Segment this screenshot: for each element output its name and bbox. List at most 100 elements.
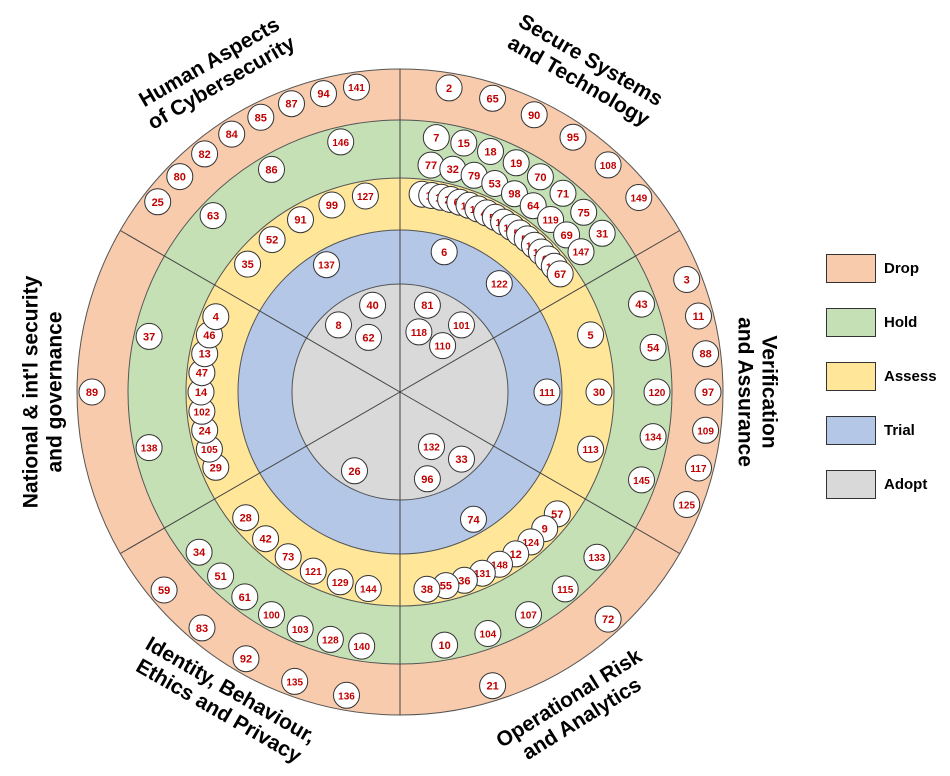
radar-item-label: 75 (578, 207, 590, 219)
legend-swatch-hold (826, 308, 876, 337)
radar-item-marker (526, 163, 554, 191)
sector-divider (120, 230, 401, 393)
radar-item-marker (144, 188, 172, 216)
radar-item-label: 51 (214, 571, 226, 583)
radar-item-marker (188, 614, 216, 642)
radar-item: 107 (515, 601, 542, 629)
radar-item-marker (348, 632, 376, 660)
radar-item-marker (313, 251, 340, 279)
radar-item-marker (135, 434, 163, 462)
radar-item: 117 (685, 454, 712, 482)
radar-item: 26 (341, 457, 368, 485)
legend-label-assess: Assess (884, 368, 937, 385)
radar-item-marker (343, 73, 370, 101)
radar-item: 38 (413, 575, 441, 603)
radar-item: 109 (692, 416, 720, 444)
radar-item: 118 (405, 318, 433, 346)
radar-item-label: 5 (588, 330, 594, 342)
radar-item: 74 (460, 505, 487, 533)
radar-item: 61 (231, 583, 259, 611)
radar-item: 149 (625, 184, 653, 211)
radar-item-marker (551, 575, 579, 603)
radar-item-label: 149 (630, 194, 647, 205)
radar-item: 88 (692, 340, 720, 368)
legend-swatch-adopt (826, 470, 876, 499)
radar-item-label: 87 (285, 99, 297, 111)
sector-title-line: National & int'l security (19, 275, 42, 508)
radar-item: 108 (594, 151, 622, 179)
radar-item-marker (577, 321, 605, 349)
radar-item: 137 (313, 251, 340, 279)
radar-item-marker (232, 645, 260, 673)
radar-item-label: 100 (263, 611, 280, 622)
radar-item-marker (299, 557, 327, 585)
radar-item-label: 102 (194, 407, 211, 418)
radar-item-label: 134 (645, 433, 662, 444)
radar-item-label: 30 (593, 387, 605, 399)
radar-item-marker (628, 290, 655, 318)
radar-item: 59 (150, 576, 178, 604)
sector-divider (399, 391, 680, 554)
radar-item-label: 10 (438, 640, 450, 652)
radar-item-label: 82 (198, 149, 210, 161)
radar-item: 133 (583, 543, 611, 571)
radar-item-label: 34 (193, 547, 206, 559)
radar-item: 4 (202, 303, 230, 331)
radar-item-label: 4 (213, 312, 220, 324)
sector-dividers (120, 69, 680, 715)
radar-item: 51 (207, 562, 235, 590)
radar-item: 40 (359, 291, 387, 319)
radar-item: 122 (485, 270, 513, 298)
radar-item-marker (316, 625, 344, 653)
radar-item-label: 145 (633, 476, 650, 487)
radar-item-label: 121 (305, 567, 322, 578)
radar-item-label: 69 (560, 230, 572, 242)
radar-item-marker (231, 583, 259, 611)
radar-item-marker (150, 576, 178, 604)
radar-item-marker (685, 302, 712, 330)
radar-item: 138 (135, 434, 163, 462)
radar-item: 81 (413, 291, 441, 319)
radar-item-marker (515, 601, 542, 629)
radar-item: 28 (232, 504, 260, 532)
radar-item: 136 (333, 681, 360, 709)
radar-item-label: 80 (174, 172, 186, 184)
radar-item-label: 57 (551, 509, 563, 521)
radar-item-label: 71 (557, 188, 569, 200)
radar-item-label: 73 (282, 552, 294, 564)
radar-item: 111 (533, 378, 561, 406)
radar-item-label: 64 (527, 201, 540, 213)
radar-item: 70 (526, 163, 554, 191)
legend-swatch-drop (826, 254, 876, 283)
radar-item-label: 137 (318, 261, 335, 272)
radar-item-marker (185, 538, 213, 566)
radar-item-marker (474, 620, 502, 647)
radar-item: 83 (188, 614, 216, 642)
radar-item-marker (692, 340, 720, 368)
radar-item-label: 29 (210, 462, 222, 474)
radar-item: 103 (286, 615, 314, 643)
radar-item: 72 (594, 605, 622, 633)
radar-item-label: 18 (484, 147, 496, 159)
radar-item: 97 (694, 378, 722, 406)
radar-item-marker (405, 318, 433, 346)
radar-item-marker (639, 423, 667, 451)
radar-item-label: 15 (458, 138, 470, 150)
radar-item-label: 63 (207, 211, 219, 223)
radar-item-marker (413, 575, 441, 603)
radar-item-marker (594, 605, 622, 633)
radar-item: 10 (431, 631, 459, 659)
radar-item-label: 117 (690, 464, 707, 475)
radar-item-label: 46 (203, 330, 215, 342)
radar-item-marker (502, 149, 530, 177)
radar-item-label: 124 (522, 538, 539, 549)
radar-item: 33 (448, 445, 475, 473)
radar-item: 140 (348, 632, 376, 660)
radar-item-marker (460, 505, 487, 533)
radar-item-label: 79 (468, 170, 480, 182)
radar-item: 96 (413, 465, 441, 493)
radar-item-label: 98 (508, 189, 520, 201)
radar-item-label: 85 (255, 112, 267, 124)
radar-item-marker (234, 250, 262, 278)
radar-item-label: 12 (510, 549, 522, 561)
